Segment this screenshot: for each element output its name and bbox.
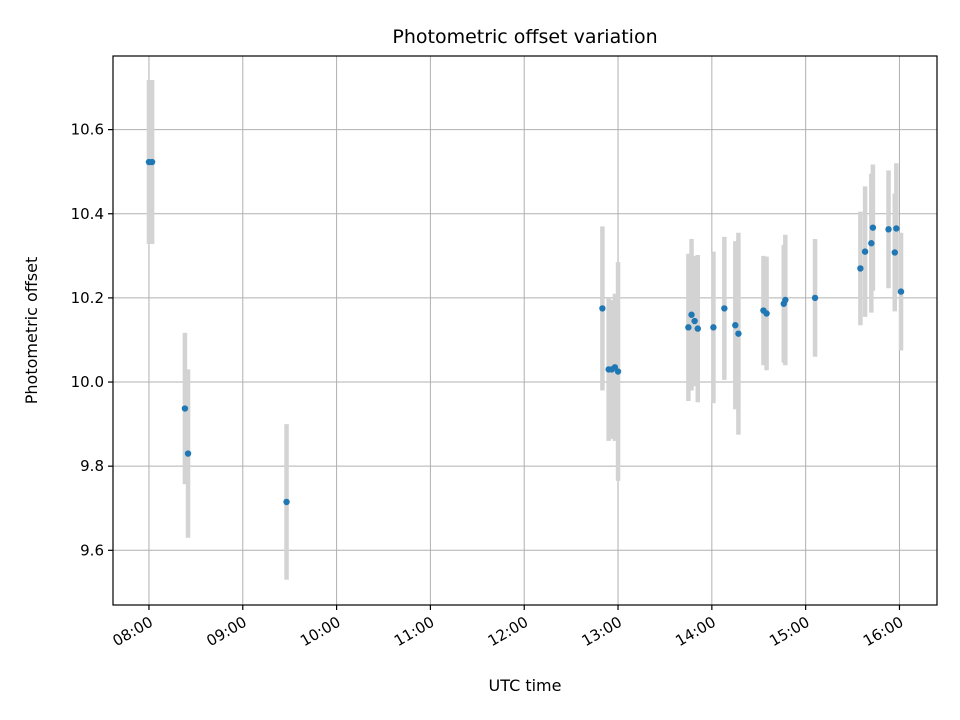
data-point [897,288,905,295]
x-axis-label: UTC time [489,676,562,695]
x-tick-label: 12:00 [485,613,531,650]
data-point [885,226,892,233]
x-tick-label: 09:00 [203,613,249,650]
data-point [614,368,622,375]
data-point [869,224,877,231]
y-tick-label: 10.6 [71,121,104,139]
data-point [688,311,695,318]
data-point [782,296,789,304]
plot-frame [112,55,938,606]
data-point [861,248,869,255]
x-tick-label: 15:00 [766,613,812,650]
data-point [721,305,728,312]
error-bars [146,79,904,580]
chart-title: Photometric offset variation [392,26,657,48]
data-point [599,305,606,312]
data-point [184,450,192,457]
x-tick-label: 10:00 [297,613,343,650]
data-point [283,498,290,506]
x-tick-label: 13:00 [579,613,625,650]
data-points [145,158,905,506]
y-tick-label: 9.6 [80,541,104,559]
data-point [811,294,819,302]
data-point [893,225,900,232]
x-tick-label: 14:00 [672,613,718,650]
data-point [735,330,742,337]
data-point [763,310,770,317]
data-point [685,324,692,331]
y-tick-label: 10.0 [71,373,104,391]
axis-ticks: 08:00 09:00 10:00 11:00 12:00 13:00 14:00 15:00… [71,121,907,650]
data-point [710,324,717,331]
data-point [181,405,189,412]
data-point [868,240,875,247]
data-point [691,317,698,325]
y-tick-label: 9.8 [80,457,104,475]
y-tick-label: 10.2 [71,289,104,307]
x-tick-label: 16:00 [860,613,906,650]
y-tick-label: 10.4 [71,205,104,223]
x-tick-label: 11:00 [391,613,437,650]
data-point [694,325,701,332]
data-point [891,249,898,256]
y-axis-label: Photometric offset [22,257,41,405]
data-point [857,265,864,272]
data-point [148,158,156,166]
data-point [732,322,739,329]
x-tick-label: 08:00 [110,613,156,650]
